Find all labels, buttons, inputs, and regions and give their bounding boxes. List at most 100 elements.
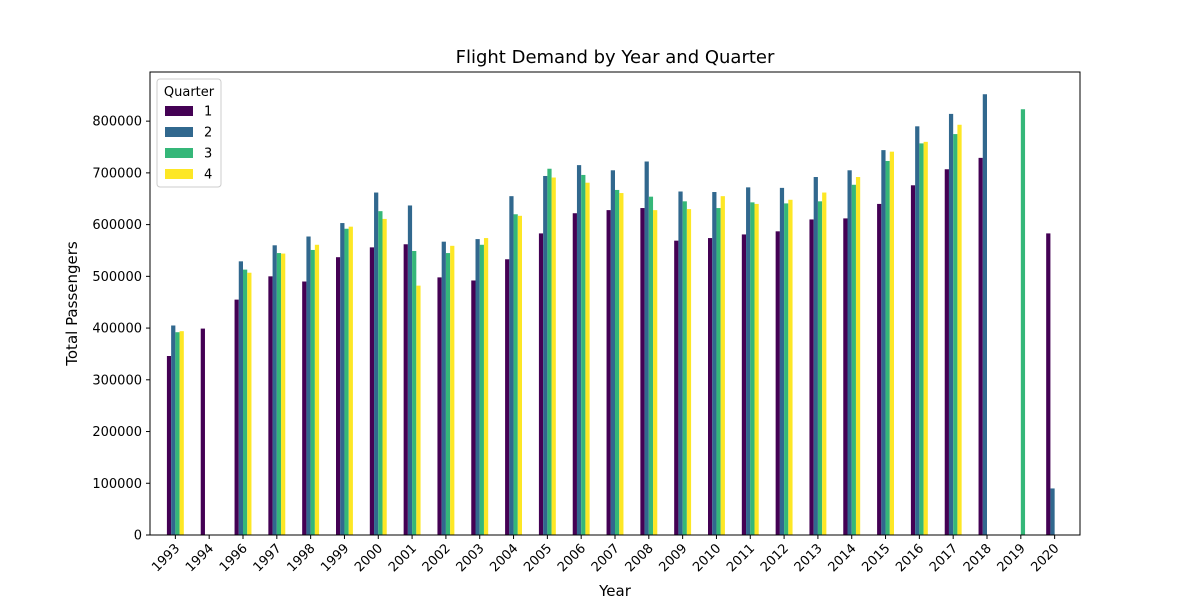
bar-1993-q3 xyxy=(175,332,180,535)
bar-1999-q4 xyxy=(348,226,353,535)
bar-1996-q1 xyxy=(234,299,239,535)
legend-swatch-q3 xyxy=(165,148,193,158)
bar-2012-q3 xyxy=(784,203,789,535)
bar-2004-q2 xyxy=(509,196,514,535)
bar-2011-q3 xyxy=(750,202,755,536)
bar-2005-q1 xyxy=(538,233,544,535)
bar-2011-q2 xyxy=(746,187,751,536)
x-tick-label-2008: 2008 xyxy=(623,541,657,575)
bar-1997-q1 xyxy=(268,276,273,535)
x-tick-label-2002: 2002 xyxy=(420,541,454,575)
bar-2010-q1 xyxy=(708,238,713,535)
bar-2020-q1 xyxy=(1046,233,1051,535)
legend-swatch-q2 xyxy=(165,127,193,137)
y-axis: 0 100000 200000 300000 400000 500000 600000 700… xyxy=(92,115,150,544)
bar-2003-q1 xyxy=(471,280,476,535)
bar-2015-q1 xyxy=(877,203,882,536)
bar-2006-q4 xyxy=(585,182,590,535)
bar-2016-q1 xyxy=(910,185,916,536)
bar-1999-q1 xyxy=(336,257,341,535)
bar-2004-q4 xyxy=(517,215,522,535)
bar-2000-q3 xyxy=(378,211,383,535)
bar-2001-q4 xyxy=(416,285,421,535)
x-axis-label: Year xyxy=(598,582,632,600)
bar-2016-q4 xyxy=(923,141,928,535)
bar-2007-q4 xyxy=(619,193,624,536)
bar-2010-q3 xyxy=(716,208,721,536)
bar-2003-q3 xyxy=(479,244,484,535)
bar-2003-q2 xyxy=(475,239,480,535)
bar-1996-q4 xyxy=(247,272,252,535)
bar-2008-q2 xyxy=(644,161,649,535)
bar-2018-q2 xyxy=(982,94,987,536)
bar-2001-q2 xyxy=(407,205,413,535)
bar-2007-q3 xyxy=(615,189,620,535)
bar-1994-q1 xyxy=(200,328,205,535)
x-tick-label-1993: 1993 xyxy=(149,541,183,575)
legend-items: 1 2 3 4 xyxy=(165,105,212,183)
x-tick-label-1996: 1996 xyxy=(217,541,251,575)
bar-2017-q2 xyxy=(948,113,954,536)
y-axis-label: Total Passengers xyxy=(63,241,81,367)
x-tick-label-2000: 2000 xyxy=(352,541,386,575)
bar-2008-q4 xyxy=(653,210,658,535)
bar-2016-q3 xyxy=(919,143,924,535)
bar-2017-q3 xyxy=(953,134,958,535)
bar-2004-q1 xyxy=(505,259,510,535)
bar-2017-q1 xyxy=(944,169,949,535)
legend: Quarter 1 2 3 4 xyxy=(156,78,222,188)
x-tick-label-2001: 2001 xyxy=(386,541,420,575)
bar-2002-q1 xyxy=(437,277,442,535)
bar-2014-q1 xyxy=(843,218,848,535)
bar-2015-q4 xyxy=(889,151,894,536)
bar-1996-q2 xyxy=(238,261,243,535)
bar-2012-q2 xyxy=(779,187,785,535)
x-tick-label-2020: 2020 xyxy=(1028,541,1062,575)
bar-2014-q3 xyxy=(851,184,856,535)
bar-2020-q2 xyxy=(1050,488,1055,535)
bar-2017-q4 xyxy=(957,124,962,536)
bar-1998-q2 xyxy=(306,236,311,535)
bar-1997-q4 xyxy=(281,253,286,535)
bar-1999-q2 xyxy=(340,223,345,535)
x-tick-label-2007: 2007 xyxy=(589,541,623,575)
x-tick-label-2016: 2016 xyxy=(893,541,927,575)
bar-2014-q4 xyxy=(855,177,861,535)
y-tick-label-300000: 300000 xyxy=(92,373,142,388)
bar-1993-q2 xyxy=(171,325,176,535)
y-tick-label-800000: 800000 xyxy=(92,115,142,130)
bar-2006-q1 xyxy=(572,213,577,536)
y-tick-label-400000: 400000 xyxy=(92,322,142,337)
x-tick-label-1999: 1999 xyxy=(318,541,352,575)
x-tick-label-2006: 2006 xyxy=(555,541,589,575)
legend-label-q4: 4 xyxy=(204,168,212,183)
bar-2003-q4 xyxy=(483,238,489,535)
bar-1996-q3 xyxy=(243,269,248,535)
bar-2008-q1 xyxy=(640,208,645,536)
bar-2005-q3 xyxy=(547,168,552,536)
bar-2012-q4 xyxy=(788,199,793,535)
bar-2011-q1 xyxy=(741,234,747,535)
legend-swatch-q1 xyxy=(165,106,193,116)
x-tick-label-2009: 2009 xyxy=(656,541,690,575)
bar-1999-q3 xyxy=(344,228,349,535)
x-tick-label-2013: 2013 xyxy=(792,541,826,575)
bar-2013-q4 xyxy=(822,192,827,536)
bar-2013-q2 xyxy=(813,177,818,535)
chart-title: Flight Demand by Year and Quarter xyxy=(456,47,775,68)
bar-2007-q2 xyxy=(610,170,615,536)
x-tick-label-2005: 2005 xyxy=(521,541,555,575)
bar-1997-q2 xyxy=(272,245,277,536)
legend-swatch-q4 xyxy=(165,169,193,179)
x-tick-label-1994: 1994 xyxy=(183,541,217,575)
x-tick-label-1998: 1998 xyxy=(284,541,318,575)
bar-2014-q2 xyxy=(847,170,852,536)
bar-2000-q2 xyxy=(374,192,379,536)
y-tick-label-700000: 700000 xyxy=(92,166,142,181)
y-tick-label-600000: 600000 xyxy=(92,218,142,233)
x-tick-label-2017: 2017 xyxy=(927,541,961,575)
bar-1993-q1 xyxy=(166,356,172,535)
bar-2001-q1 xyxy=(403,244,408,535)
y-tick-label-500000: 500000 xyxy=(92,270,142,285)
